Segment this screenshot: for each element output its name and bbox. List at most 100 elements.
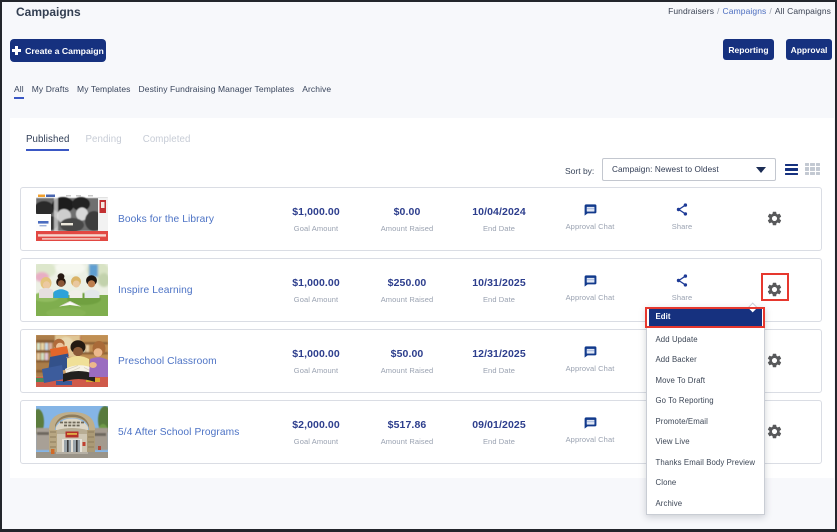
filter-nav-item[interactable]: Archive	[302, 83, 332, 94]
gear-icon[interactable]	[766, 423, 783, 440]
plus-icon	[12, 46, 22, 55]
sort-dropdown[interactable]: Campaign: Newest to Oldest	[602, 158, 776, 181]
end-date-value: 09/01/2025	[472, 418, 526, 431]
gear-icon[interactable]	[766, 210, 783, 227]
breadcrumb-item-all-campaigns[interactable]: All Campaigns	[774, 6, 831, 16]
end-date-label: End Date	[482, 294, 516, 304]
status-tab[interactable]: Pending	[85, 134, 122, 145]
approval-chat-label: Approval Chat	[565, 434, 615, 444]
goal-amount-label: Goal Amount	[293, 294, 339, 304]
goal-amount-label: Goal Amount	[293, 223, 339, 233]
share-icon[interactable]	[676, 203, 688, 216]
amount-raised-label: Amount Raised	[380, 365, 434, 375]
inspire-learning-thumbnail-art	[36, 264, 108, 316]
approval-button[interactable]: Approval	[786, 39, 832, 60]
amount-raised-col: $0.00 Amount Raised	[362, 188, 452, 250]
end-date-label: End Date	[482, 223, 516, 233]
context-menu: Edit Add Update Add Backer Move To Draft Go …	[646, 307, 765, 515]
share-col[interactable]: Share	[637, 259, 727, 321]
share-col[interactable]: Share	[637, 188, 727, 250]
campaign-name-link[interactable]: 5/4 After School Programs	[118, 426, 240, 438]
amount-raised-col: $250.00 Amount Raised	[362, 259, 452, 321]
amount-raised-label: Amount Raised	[380, 436, 434, 446]
approval-chat-col[interactable]: Approval Chat	[545, 259, 635, 321]
amount-raised-value: $250.00	[387, 276, 427, 289]
books-for-the-library-thumbnail-art	[36, 193, 108, 245]
context-menu-item[interactable]: Clone	[655, 478, 677, 487]
list-view-icon[interactable]	[785, 164, 798, 175]
approval-chat-icon[interactable]	[584, 345, 597, 358]
share-icon[interactable]	[676, 274, 688, 287]
context-menu-item[interactable]: Move To Draft	[655, 375, 706, 385]
preschool-classroom-thumbnail	[36, 335, 108, 387]
approval-chat-col[interactable]: Approval Chat	[545, 401, 635, 463]
grid-view-cell	[810, 171, 815, 175]
list-view-bar	[785, 168, 798, 171]
breadcrumb-item-fundraisers[interactable]: Fundraisers	[668, 6, 715, 16]
campaign-row: Books for the Library $1,000.00 Goal Amo…	[20, 187, 822, 251]
books-for-the-library-thumbnail	[36, 193, 108, 245]
campaign-name-link[interactable]: Preschool Classroom	[118, 355, 217, 367]
grid-view-icon[interactable]	[805, 163, 820, 175]
goal-amount-value: $1,000.00	[292, 347, 340, 360]
reporting-button[interactable]: Reporting	[723, 39, 774, 60]
filter-nav-item[interactable]: My Templates	[77, 83, 131, 94]
end-date-label: End Date	[482, 436, 516, 446]
approval-chat-icon[interactable]	[584, 203, 597, 216]
gear-glyph	[767, 211, 782, 225]
context-menu-item[interactable]: Promote/Email	[655, 416, 708, 426]
context-menu-item[interactable]: Edit	[649, 309, 762, 326]
approval-chat-icon[interactable]	[584, 416, 597, 429]
approval-chat-col[interactable]: Approval Chat	[545, 330, 635, 392]
amount-raised-label: Amount Raised	[380, 294, 434, 304]
amount-raised-value: $517.86	[387, 418, 427, 431]
filter-nav-item[interactable]: Destiny Fundraising Manager Templates	[138, 83, 295, 94]
grid-view-cell	[810, 163, 815, 167]
goal-amount-label: Goal Amount	[293, 365, 339, 375]
filter-nav-item[interactable]: All	[14, 84, 24, 99]
context-menu-item[interactable]: Add Backer	[655, 355, 697, 364]
gear-glyph	[767, 282, 782, 296]
campaign-name-link[interactable]: Inspire Learning	[118, 284, 193, 296]
breadcrumb-item-campaigns[interactable]: Campaigns	[722, 6, 767, 16]
end-date-label: End Date	[482, 365, 516, 375]
create-campaign-button[interactable]: Create a Campaign	[10, 39, 106, 62]
breadcrumb: Fundraisers / Campaigns / All Campaigns	[668, 6, 831, 16]
status-tab[interactable]: Completed	[142, 134, 191, 145]
gear-icon[interactable]	[766, 281, 783, 298]
approval-chat-label: Approval Chat	[565, 221, 615, 231]
page-title: Campaigns	[16, 5, 81, 19]
end-date-value: 10/04/2024	[472, 205, 526, 218]
sort-dropdown-value: Campaign: Newest to Oldest	[612, 165, 719, 174]
preschool-classroom-thumbnail-art	[36, 335, 108, 387]
list-view-bar	[785, 164, 798, 167]
goal-amount-col: $1,000.00 Goal Amount	[271, 188, 361, 250]
gear-icon[interactable]	[766, 352, 783, 369]
goal-amount-col: $2,000.00 Goal Amount	[271, 401, 361, 463]
after-school-programs-thumbnail	[36, 406, 108, 458]
status-tab[interactable]: Published	[26, 134, 70, 151]
context-menu-item[interactable]: Archive	[655, 498, 683, 508]
amount-raised-col: $50.00 Amount Raised	[362, 330, 452, 392]
end-date-col: 09/01/2025 End Date	[454, 401, 544, 463]
context-menu-item[interactable]: View Live	[655, 437, 690, 446]
filter-nav-item[interactable]: My Drafts	[31, 83, 70, 94]
context-menu-item[interactable]: Add Update	[655, 334, 698, 344]
context-menu-item[interactable]: Thanks Email Body Preview	[655, 457, 756, 467]
campaign-name-link[interactable]: Books for the Library	[118, 213, 215, 225]
amount-raised-col: $517.86 Amount Raised	[362, 401, 452, 463]
goal-amount-value: $1,000.00	[292, 205, 340, 218]
approval-chat-icon[interactable]	[584, 274, 597, 287]
approval-chat-col[interactable]: Approval Chat	[545, 188, 635, 250]
context-menu-item[interactable]: Go To Reporting	[655, 396, 714, 405]
create-campaign-label: Create a Campaign	[25, 45, 104, 56]
share-label: Share	[671, 222, 693, 231]
end-date-col: 10/04/2024 End Date	[454, 188, 544, 250]
edit-annotation-box	[645, 307, 765, 328]
goal-amount-value: $2,000.00	[292, 418, 340, 431]
sort-by-label: Sort by:	[565, 166, 595, 176]
end-date-value: 10/31/2025	[472, 276, 526, 289]
breadcrumb-separator: /	[769, 6, 772, 16]
gear-glyph	[767, 424, 782, 438]
